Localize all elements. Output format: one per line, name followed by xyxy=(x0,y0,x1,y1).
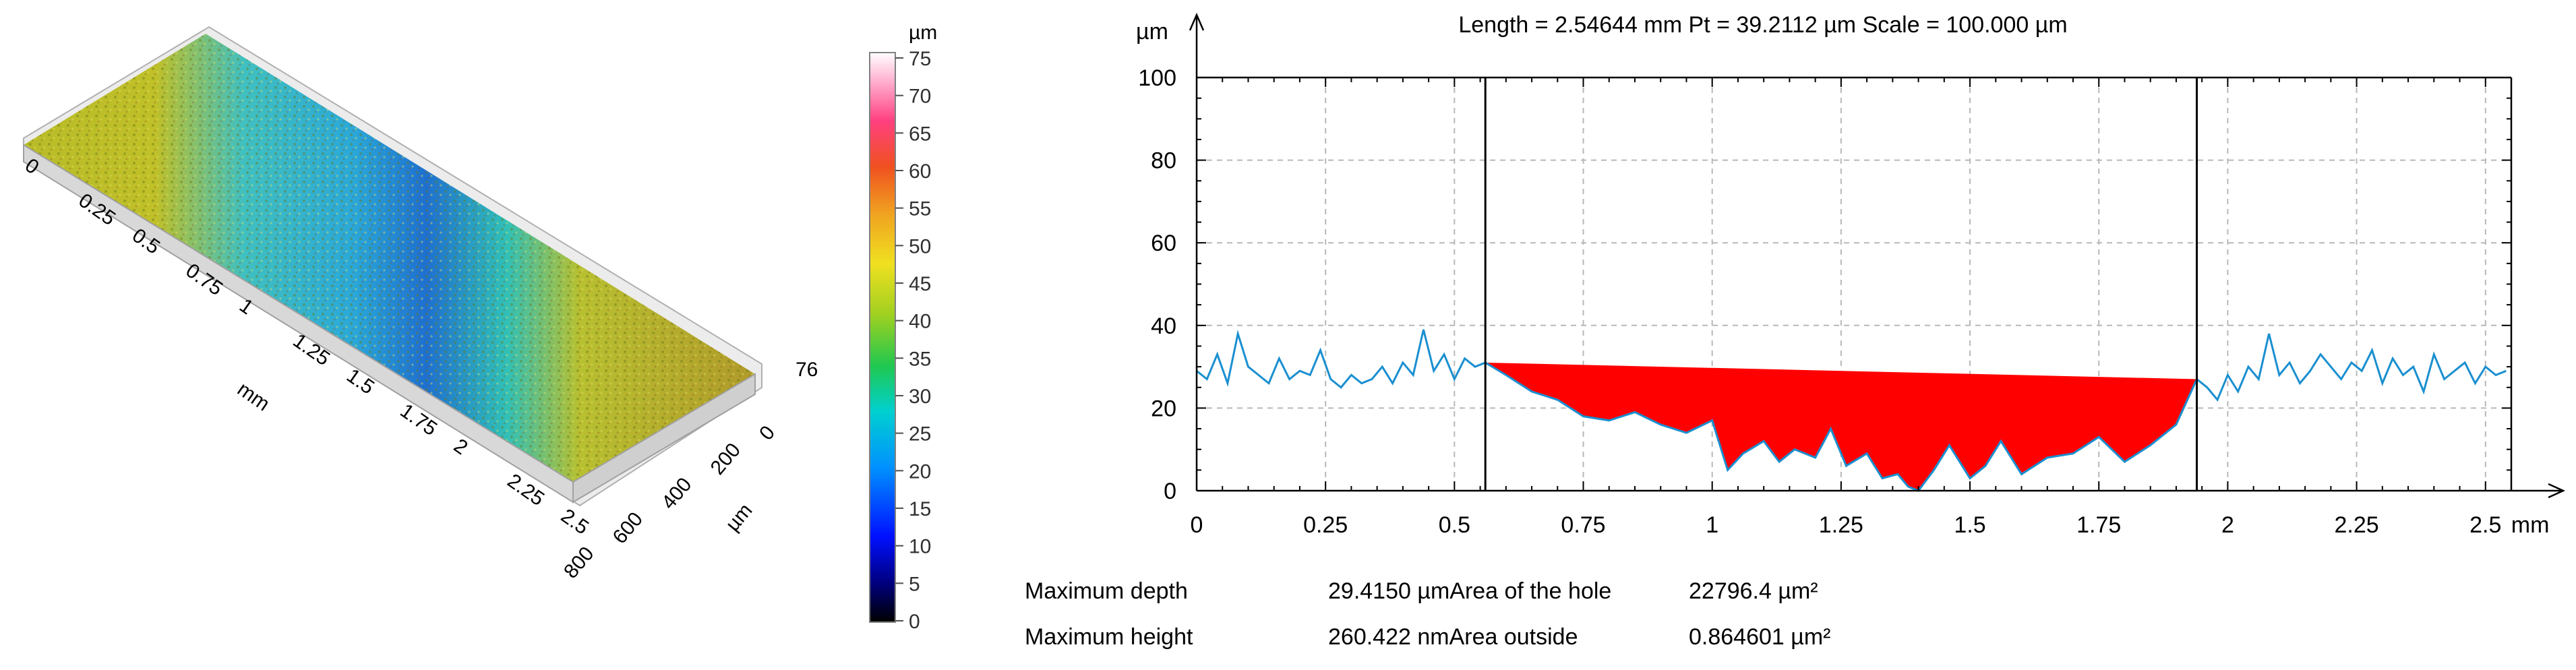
colorbar-tick-label: 10 xyxy=(909,536,931,558)
surface-z-max-label: 76 xyxy=(796,359,818,381)
hole-area-fill xyxy=(1485,362,2197,491)
stats-row-height: Maximum height 260.422 nmArea outside 0.… xyxy=(1025,624,2036,670)
chart-axes xyxy=(1189,12,2566,499)
x-tick-label: 0.5 xyxy=(1439,512,1470,538)
x-tick-label: 0.25 xyxy=(1303,512,1348,538)
profile-series-line xyxy=(1196,329,2507,492)
hole-area-value: 22796.4 µm² xyxy=(1689,578,1818,604)
stats-row-depth: Maximum depth 29.4150 µmArea of the hole… xyxy=(1025,578,2036,624)
x-tick-label: 2.25 xyxy=(2334,512,2378,538)
colorbar-tick-label: 5 xyxy=(909,573,920,595)
surface-x-tick-label: 2.5 xyxy=(557,505,593,539)
surface-side-face xyxy=(572,373,756,504)
colorbar-scale xyxy=(869,52,896,623)
surface-x-tick-label: 1 xyxy=(235,295,258,319)
x-tick-label: 1.5 xyxy=(1954,512,1985,538)
y-tick-label: 80 xyxy=(1151,148,1176,174)
x-tick-label: 1.75 xyxy=(2076,512,2121,538)
surface-y-tick-label: 600 xyxy=(609,508,647,549)
surface-y-tick-label: 200 xyxy=(707,439,745,479)
surface-texture xyxy=(24,34,755,482)
y-tick-labels: 0 20 40 60 80 100 xyxy=(1138,65,1176,504)
x-tick-label: 2.5 xyxy=(2469,512,2501,538)
x-tick-label: 1.25 xyxy=(1819,512,1863,538)
x-tick-label: 0.75 xyxy=(1561,512,1605,538)
x-axis-arrow xyxy=(2548,483,2566,499)
surface-y-unit: µm xyxy=(721,499,756,536)
outside-area-value: 0.864601 µm² xyxy=(1689,624,1831,650)
x-tick-label: 2 xyxy=(2221,512,2234,538)
y-tick-label: 0 xyxy=(1164,479,1176,504)
colorbar-tick-label: 50 xyxy=(909,235,931,257)
colorbar-tick-label: 60 xyxy=(909,160,931,183)
colorbar-tick-label: 65 xyxy=(909,123,931,145)
colorbar-tick-label: 25 xyxy=(909,423,931,446)
max-height-label: Maximum height xyxy=(1025,624,1193,650)
colorbar-tick-label: 70 xyxy=(909,86,931,108)
profile-chart: Length = 2.54644 mm Pt = 39.2112 µm Scal… xyxy=(1136,12,2566,538)
x-tick-labels: 0 0.25 0.5 0.75 1 1.25 1.5 1.75 2 2.25 2.5 mm xyxy=(1191,512,2550,538)
y-axis-label: µm xyxy=(1136,19,1168,44)
y-tick-label: 40 xyxy=(1151,313,1176,339)
colorbar-tick-label: 30 xyxy=(909,386,931,408)
y-tick-label: 60 xyxy=(1151,231,1176,256)
colorbar-tick-label: 35 xyxy=(909,348,931,370)
colorbar-tick-label: 45 xyxy=(909,273,931,295)
measurement-stats: Maximum depth 29.4150 µmArea of the hole… xyxy=(1025,578,2036,670)
colorbar-unit: µm xyxy=(909,22,937,44)
surface-x-unit: mm xyxy=(233,378,274,416)
colorbar-tick-label: 20 xyxy=(909,460,931,483)
max-depth-label: Maximum depth xyxy=(1025,578,1188,604)
colorbar-tick-label: 15 xyxy=(909,498,931,520)
x-tick-label: 0 xyxy=(1191,512,1203,538)
chart-title: Length = 2.54644 mm Pt = 39.2112 µm Scal… xyxy=(1458,12,2067,38)
colorbar-tick-label: 75 xyxy=(909,48,931,70)
colorbar-tick-label: 55 xyxy=(909,198,931,220)
colorbar-tick-label: 40 xyxy=(909,311,931,333)
colorbar-tick-label: 0 xyxy=(909,611,920,633)
surface-y-tick-label: 400 xyxy=(657,473,696,514)
y-axis-arrow xyxy=(1189,12,1205,31)
max-height-value: 260.422 nmArea outside xyxy=(1328,624,1578,650)
max-depth-value: 29.4150 µmArea of the hole xyxy=(1328,578,1612,604)
surface-x-tick-label: 2 xyxy=(450,435,472,460)
surface-y-tick-label: 800 xyxy=(560,543,598,583)
x-axis-label: mm xyxy=(2511,512,2550,538)
x-tick-label: 1 xyxy=(1706,512,1718,538)
cursor-lines xyxy=(1484,78,2198,491)
y-tick-label: 20 xyxy=(1151,396,1176,421)
y-tick-label: 100 xyxy=(1138,65,1176,91)
surface-y-tick-label: 0 xyxy=(755,422,779,445)
